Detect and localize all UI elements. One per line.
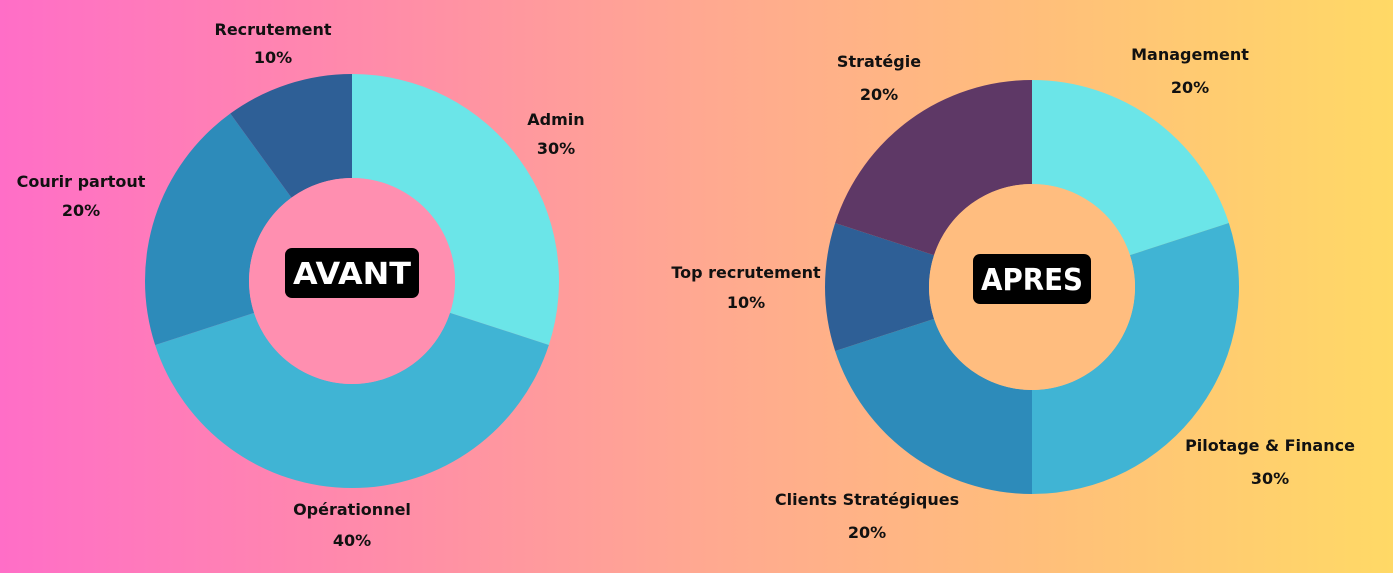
slice-value-clients-strategiques: 20% [848,523,886,542]
center-label-box [285,248,419,298]
center-label: APRES [981,263,1083,298]
donut-apres: APRES Management 20% Pilotage & Finance 30% C… [671,45,1355,542]
slice-value-top-recrutement: 10% [727,293,765,312]
slice-value-strategie: 20% [860,85,898,104]
slice-label-admin: Admin [527,110,584,129]
slice-label-pilotage-and-finance: Pilotage & Finance [1185,436,1355,455]
slice-label-operationnel: Opérationnel [293,500,411,519]
slice-value-recrutement: 10% [254,48,292,67]
slice-courir-partout [144,113,292,345]
slice-label-courir-partout: Courir partout [17,172,146,191]
slice-clients-strategiques [835,318,1032,494]
center-label: AVANT [293,257,412,292]
slice-admin [352,74,560,345]
slice-value-management: 20% [1171,78,1209,97]
slice-recrutement [230,74,352,198]
slice-value-operationnel: 40% [333,531,371,550]
slice-pilotage-and-finance [1032,223,1239,494]
slice-label-clients-strategiques: Clients Stratégiques [775,490,959,509]
slice-strategie [835,80,1032,256]
slice-label-management: Management [1131,45,1249,64]
slice-value-pilotage-and-finance: 30% [1251,469,1289,488]
slice-label-recrutement: Recrutement [215,20,332,39]
slice-operationnel [155,312,549,488]
slice-label-strategie: Stratégie [837,52,921,71]
slice-value-admin: 30% [537,139,575,158]
slice-management [1032,80,1229,256]
slice-value-courir-partout: 20% [62,201,100,220]
slice-top-recrutement [825,223,935,351]
slice-label-top-recrutement: Top recrutement [671,263,821,282]
donut-avant: AVANT Admin 30% Opérationnel 40% Courir parto… [17,20,585,550]
center-label-box [973,254,1091,304]
